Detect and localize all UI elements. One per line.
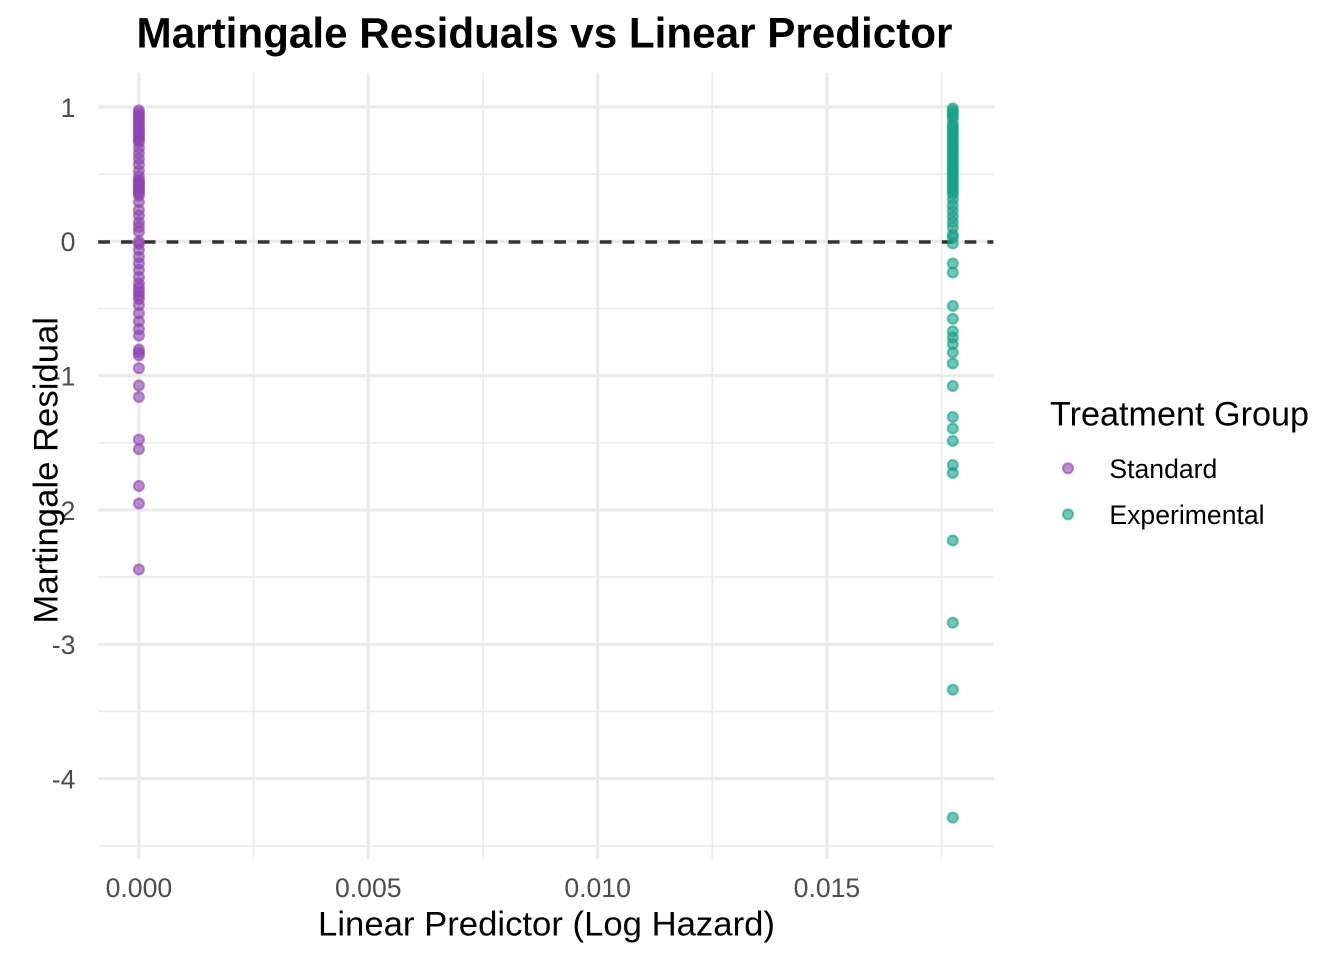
svg-text:0.005: 0.005 (335, 873, 402, 903)
svg-text:0.010: 0.010 (564, 873, 631, 903)
svg-text:0.015: 0.015 (794, 873, 861, 903)
svg-text:0: 0 (61, 227, 76, 257)
svg-text:0.000: 0.000 (106, 873, 173, 903)
svg-text:Standard: Standard (1109, 454, 1217, 484)
svg-text:Experimental: Experimental (1109, 500, 1264, 530)
svg-text:Linear Predictor (Log Hazard): Linear Predictor (Log Hazard) (318, 905, 775, 943)
svg-text:-4: -4 (52, 765, 76, 795)
svg-text:-1: -1 (52, 362, 76, 392)
svg-text:-3: -3 (52, 630, 76, 660)
svg-text:Treatment Group: Treatment Group (1050, 396, 1309, 434)
svg-text:Martingale Residuals vs Linear: Martingale Residuals vs Linear Predictor (137, 10, 953, 57)
svg-text:1: 1 (61, 93, 76, 123)
svg-text:-2: -2 (52, 496, 76, 526)
svg-text:Martingale Residual: Martingale Residual (28, 317, 66, 624)
